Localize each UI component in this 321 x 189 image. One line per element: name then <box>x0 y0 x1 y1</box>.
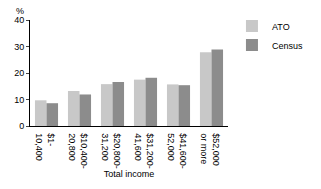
svg-text:$20,800-31,200: $20,800-31,200 <box>100 133 122 169</box>
svg-text:$31,200-41,600: $31,200-41,600 <box>133 133 155 169</box>
svg-text:%: % <box>16 6 24 16</box>
svg-text:20: 20 <box>14 68 24 78</box>
svg-text:Census: Census <box>272 41 303 51</box>
svg-text:ATO: ATO <box>272 22 290 32</box>
svg-text:$10,400-20,800: $10,400-20,800 <box>67 133 89 169</box>
svg-text:10: 10 <box>14 95 24 105</box>
svg-text:30: 30 <box>14 42 24 52</box>
svg-text:0: 0 <box>19 121 24 131</box>
svg-text:$41,600-52,000: $41,600-52,000 <box>166 133 188 169</box>
svg-text:$52,000or more: $52,000or more <box>199 133 221 166</box>
svg-text:$1-10,400: $1-10,400 <box>34 133 56 161</box>
svg-text:40: 40 <box>14 15 24 25</box>
svg-text:Total income: Total income <box>104 169 155 179</box>
